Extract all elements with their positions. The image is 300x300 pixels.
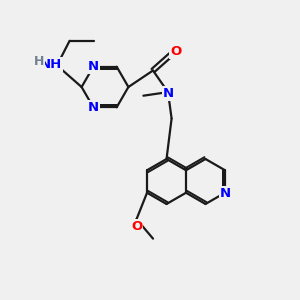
Text: NH: NH bbox=[39, 58, 62, 71]
Text: N: N bbox=[88, 101, 99, 114]
Text: O: O bbox=[170, 44, 182, 58]
Text: H: H bbox=[34, 55, 44, 68]
Text: N: N bbox=[163, 87, 174, 100]
Text: N: N bbox=[88, 60, 99, 73]
Text: N: N bbox=[220, 187, 231, 200]
Text: O: O bbox=[131, 220, 142, 233]
